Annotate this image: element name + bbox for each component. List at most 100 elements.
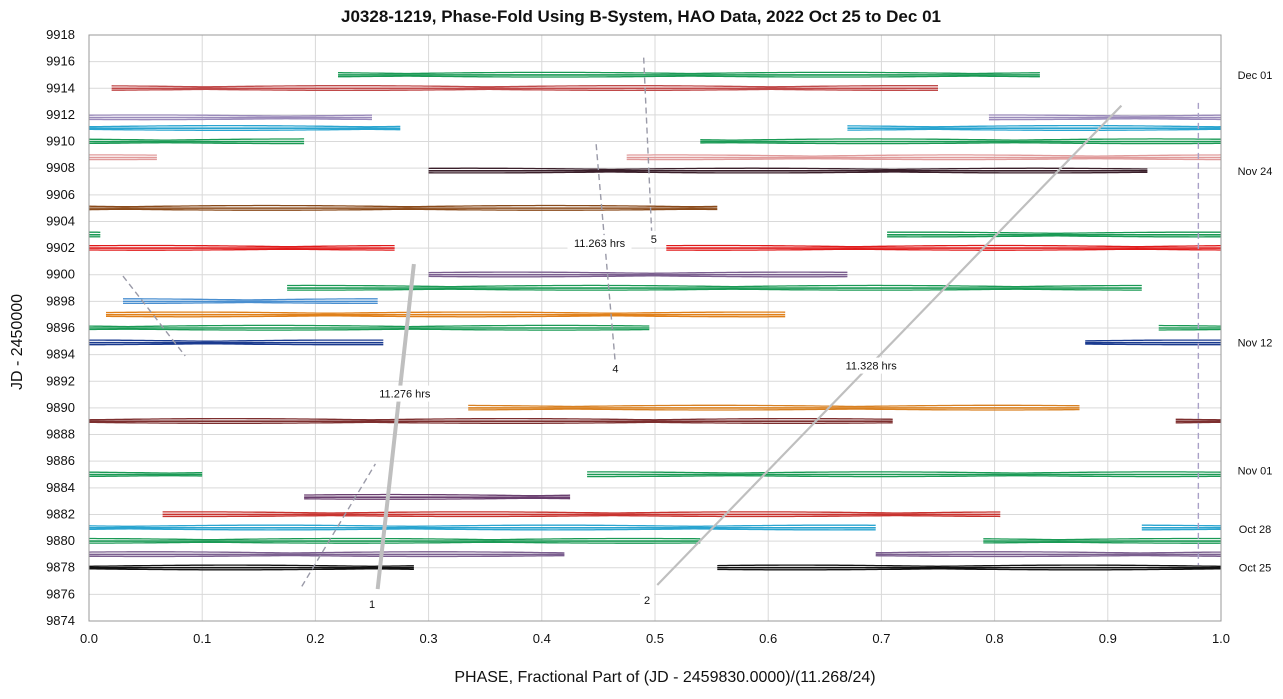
x-axis-label: PHASE, Fractional Part of (JD - 2459830.… [454, 669, 875, 686]
annotation-bg [839, 357, 904, 374]
x-tick-label: 0.6 [759, 631, 777, 646]
series-strip-lower [89, 541, 701, 544]
series-strip-lower [666, 248, 1221, 251]
annotation-bg [365, 596, 379, 613]
y-tick-label: 9918 [46, 27, 75, 42]
y-tick-label: 9916 [46, 54, 75, 69]
series-strip-upper [89, 339, 384, 342]
trend-line-1c [122, 275, 186, 357]
series-strip-lower [587, 474, 1221, 478]
series-strip-lower [700, 142, 1221, 145]
series-strip-lower [304, 497, 571, 500]
x-tick-label: 0.0 [80, 631, 98, 646]
series-strip-upper [468, 404, 1080, 408]
series-strip-upper [983, 537, 1221, 541]
series-strip-upper [106, 311, 786, 314]
x-tick-label: 0.8 [986, 631, 1004, 646]
y-tick-label: 9914 [46, 80, 75, 95]
annotation-bg [646, 231, 661, 248]
date-label: Nov 01 [1238, 466, 1273, 478]
date-label: Nov 24 [1238, 166, 1273, 178]
y-tick-label: 9876 [46, 586, 75, 601]
date-label: Dec 01 [1238, 70, 1273, 82]
series-strip-upper [88, 417, 893, 421]
series-strip-upper [626, 154, 1222, 157]
series-strip-lower [428, 171, 1148, 174]
series-strip-lower [88, 475, 203, 478]
series-strip-lower [106, 315, 786, 318]
date-label: Nov 12 [1238, 338, 1273, 350]
y-tick-label: 9906 [46, 187, 75, 202]
x-tick-label: 1.0 [1212, 631, 1230, 646]
series-strip-upper [717, 564, 1221, 567]
annotation-bg [372, 385, 437, 402]
x-tick-label: 0.4 [533, 631, 551, 646]
series-strip-lower [89, 328, 650, 331]
series-strip-upper [111, 85, 938, 88]
series-strip-upper [89, 564, 414, 567]
series-strip-upper [700, 138, 1221, 141]
annotation-bg [567, 235, 632, 252]
x-tick-label: 0.2 [306, 631, 324, 646]
series-strip-lower [162, 514, 1001, 518]
y-tick-label: 9884 [46, 480, 75, 495]
series-strip-upper [88, 138, 305, 141]
series-strip-lower [875, 554, 1221, 558]
series-strip-lower [1085, 343, 1221, 346]
annotation-label: 4 [612, 363, 618, 375]
y-tick-label: 9882 [46, 506, 75, 521]
y-axis-label: JD - 2450000 [9, 294, 26, 390]
series-strip-lower [89, 142, 305, 145]
x-tick-label: 0.9 [1099, 631, 1117, 646]
annotation-bg [608, 360, 623, 377]
y-tick-label: 9898 [46, 293, 75, 308]
annotation-label: 11.328 hrs [846, 361, 898, 373]
series-strip-upper [338, 71, 1040, 75]
trend-line-4 [595, 144, 617, 365]
series-strip-lower [89, 528, 876, 531]
series-strip-lower [626, 158, 1221, 161]
annotation-label: 11.263 hrs [574, 238, 626, 250]
trend-line-1b [301, 463, 376, 587]
series-strip-upper [1085, 339, 1221, 342]
date-label-layer: Dec 01 Nov 24 Nov 12 Nov 01 Oct 28 Oct 25 [1238, 70, 1273, 575]
x-tick-label: 0.5 [646, 631, 664, 646]
series-strip-lower [89, 118, 372, 121]
series-strip-upper [875, 551, 1221, 554]
y-tick-label: 9896 [46, 320, 75, 335]
y-tick-label: 9888 [46, 427, 75, 442]
trend-layer [122, 57, 1200, 590]
series-strip-upper [89, 537, 701, 541]
series-strip-lower [89, 554, 565, 558]
series-strip-lower [717, 568, 1221, 571]
chart-title: J0328-1219, Phase-Fold Using B-System, H… [341, 7, 941, 26]
y-tick-label: 9890 [46, 400, 75, 415]
x-tick-label: 0.3 [420, 631, 438, 646]
series-strip-lower [338, 75, 1040, 78]
series-strip-upper [666, 244, 1221, 248]
series-strip-lower [89, 128, 401, 131]
series-strip-upper [89, 124, 401, 128]
y-tick-label: 9886 [46, 453, 75, 468]
annotation-label: 11.276 hrs [379, 389, 431, 401]
series-strip-upper [1158, 324, 1221, 327]
x-tick-label: 0.7 [872, 631, 890, 646]
y-tick-label: 9880 [46, 533, 75, 548]
series-strip-lower [111, 88, 938, 92]
series-strip-upper [988, 114, 1221, 117]
series-strip-upper [428, 271, 848, 274]
annotation-bg [640, 592, 655, 609]
trend-line-2 [656, 104, 1123, 586]
y-tick-label: 9908 [46, 160, 75, 175]
trend-line-1 [375, 263, 416, 590]
series-strip-lower [983, 541, 1222, 544]
series-strip-lower [287, 288, 1142, 291]
series-strip-lower [468, 408, 1080, 411]
y-tick-label: 9910 [46, 134, 75, 149]
plot-frame [88, 34, 1222, 622]
series-strip-lower [988, 118, 1221, 121]
series-layer [88, 71, 1222, 571]
series-strip-upper [88, 204, 718, 208]
